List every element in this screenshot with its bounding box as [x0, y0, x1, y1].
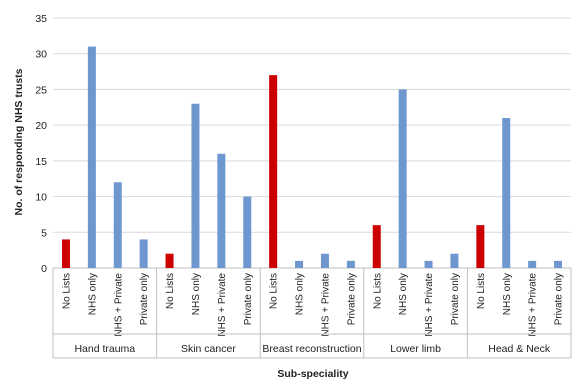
bar-category-label: No Lists — [269, 273, 280, 309]
bar — [165, 253, 174, 268]
gridlines — [53, 17, 571, 269]
bar — [346, 260, 355, 268]
y-tick-label: 0 — [41, 263, 47, 275]
bar — [372, 225, 381, 268]
y-tick-label: 15 — [35, 156, 47, 168]
bar-category-label: NHS + Private — [320, 273, 331, 337]
bar-category-label: Private only — [450, 273, 461, 325]
group-label: Breast reconstruction — [262, 343, 361, 355]
bar — [502, 118, 511, 268]
bar — [424, 260, 433, 268]
y-tick-label: 10 — [35, 192, 47, 204]
x-axis-categories: No Lists NHS only NHS + Private Private onl… — [52, 268, 572, 359]
y-axis-label: No. of responding NHS trusts — [13, 68, 25, 215]
bar-category-label: No Lists — [372, 273, 383, 309]
bar — [113, 182, 122, 268]
bar-category-label: Private only — [346, 273, 357, 325]
bar — [528, 260, 537, 268]
bar-category-label: NHS only — [398, 273, 409, 315]
x-axis-label: Sub-speciality — [277, 368, 348, 380]
bar-category-label: Private only — [243, 273, 254, 325]
bar — [320, 253, 329, 268]
bar-category-label: NHS + Private — [528, 273, 539, 337]
bar — [450, 253, 459, 268]
bar-category-label: NHS only — [502, 273, 513, 315]
bar — [87, 46, 96, 269]
group-label: Lower limb — [390, 343, 441, 355]
y-tick-label: 5 — [41, 227, 47, 239]
group-label: Hand trauma — [74, 343, 135, 355]
bar-category-label: NHS + Private — [217, 273, 228, 337]
bar-category-label: NHS only — [87, 273, 98, 315]
bars — [61, 46, 563, 269]
bar — [217, 153, 226, 268]
bar — [191, 103, 200, 268]
bar-category-label: NHS only — [295, 273, 306, 315]
bar — [269, 75, 278, 269]
bar-category-label: NHS + Private — [113, 273, 124, 337]
bar-category-label: No Lists — [476, 273, 487, 309]
y-tick-label: 20 — [35, 120, 47, 132]
bar-category-label: NHS only — [191, 273, 202, 315]
bar — [61, 239, 70, 268]
y-tick-label: 25 — [35, 84, 47, 96]
bar-category-label: Private only — [139, 273, 150, 325]
bar — [554, 260, 563, 268]
bar-category-label: Private only — [554, 273, 565, 325]
y-tick-label: 35 — [35, 13, 47, 25]
group-label: Skin cancer — [181, 343, 236, 355]
bar — [398, 89, 407, 268]
bar — [139, 239, 148, 268]
group-label: Head & Neck — [488, 343, 551, 355]
bar — [476, 225, 485, 268]
bar-category-label: No Lists — [165, 273, 176, 309]
bar — [295, 260, 304, 268]
bar — [243, 196, 252, 268]
bar-category-label: No Lists — [61, 273, 72, 309]
y-axis-ticks: 0 5 10 15 20 25 30 35 — [35, 13, 47, 275]
bar-category-label: NHS + Private — [424, 273, 435, 337]
y-tick-label: 30 — [35, 49, 47, 61]
